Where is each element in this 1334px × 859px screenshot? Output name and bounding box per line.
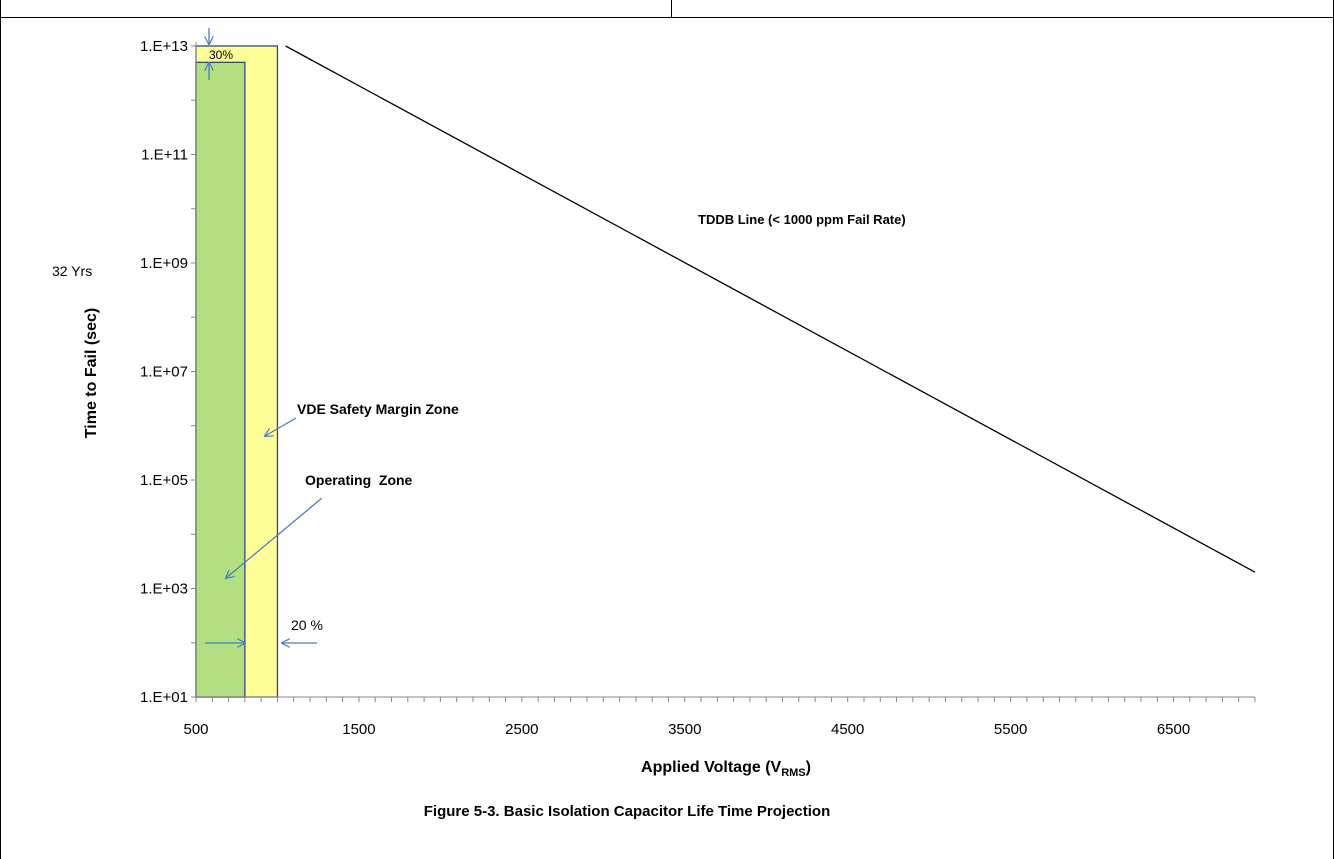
x-tick-label: 4500: [831, 721, 864, 738]
y-tick-label: 1.E+01: [140, 689, 188, 706]
operating-label-arrow: [226, 497, 323, 578]
operating-zone: [195, 61, 246, 698]
x-tick-label: 500: [183, 721, 208, 738]
y-minor-ticks: [191, 45, 196, 698]
x-tick-label: 3500: [668, 721, 701, 738]
y-tick-labels: 1.E+01 1.E+03 1.E+05 1.E+07 1.E+09 1.E+11 1.E+…: [140, 38, 188, 706]
x-axis-title: Applied Voltage (VRMS): [641, 759, 811, 779]
tddb-series-line: [285, 45, 1256, 573]
tddb-series-label: TDDB Line (< 1000 ppm Fail Rate): [698, 212, 906, 227]
y-tick-label: 1.E+09: [140, 255, 188, 272]
x-axis-title-main: Applied Voltage (V: [641, 759, 781, 776]
x-axis-title-sub: RMS: [781, 767, 805, 779]
margin-20-label: 20 %: [291, 617, 323, 633]
x-tick-label: 2500: [505, 721, 538, 738]
figure-caption: Figure 5-3. Basic Isolation Capacitor Li…: [424, 803, 831, 820]
y-tick-label: 1.E+11: [141, 147, 188, 164]
operating-zone-label: Operating Zone: [305, 472, 413, 488]
x-axis-title-close: ): [806, 759, 811, 776]
x-minor-ticks: [195, 697, 1256, 702]
vde-label-arrow: [265, 417, 297, 436]
yrs-32-label: 32 Yrs: [52, 263, 92, 279]
y-tick-label: 1.E+13: [140, 38, 188, 55]
vde-zone-label: VDE Safety Margin Zone: [297, 401, 459, 417]
y-tick-label: 1.E+03: [140, 581, 188, 598]
x-tick-label: 5500: [994, 721, 1027, 738]
y-axis-title: Time to Fail (sec): [83, 308, 100, 438]
x-tick-label: 1500: [342, 721, 375, 738]
margin-30-label: 30%: [209, 48, 233, 62]
y-tick-label: 1.E+05: [140, 472, 188, 489]
y-tick-label: 1.E+07: [140, 364, 188, 381]
x-tick-labels: 500 1500 2500 3500 4500 5500 6500: [183, 721, 1190, 738]
x-tick-label: 6500: [1157, 721, 1190, 738]
